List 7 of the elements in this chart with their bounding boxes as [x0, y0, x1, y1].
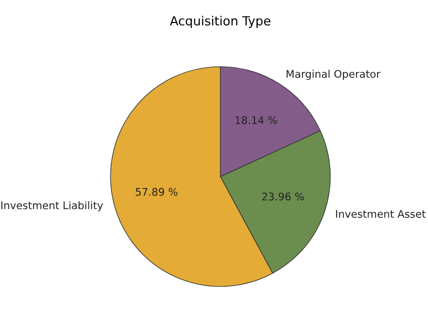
slice-label: Investment Liability: [1, 201, 103, 212]
slice-label: Investment Asset: [336, 210, 426, 218]
chart-title: Acquisition Type: [170, 16, 270, 28]
data-label: 57.89 %: [136, 188, 178, 196]
slice-label: Marginal Operator: [286, 70, 380, 80]
data-label: 23.96 %: [262, 192, 304, 200]
data-label: 18.14 %: [236, 116, 277, 124]
